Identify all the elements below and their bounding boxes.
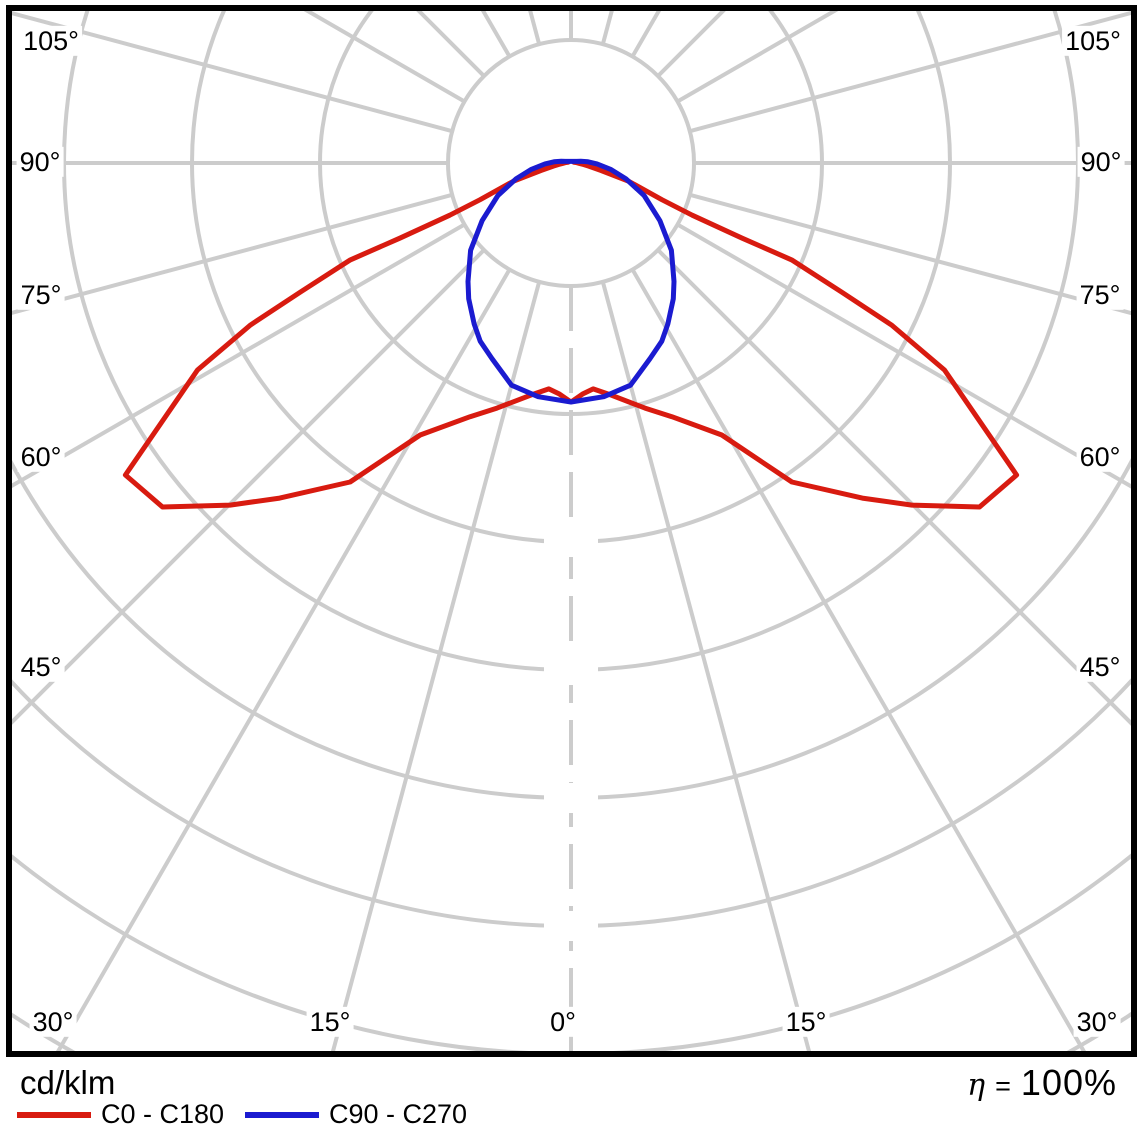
legend-swatch-red-line: [17, 1111, 91, 1118]
legend-swatch-blue-line: [245, 1111, 319, 1118]
angle-label: 60°: [1076, 441, 1124, 473]
legend-item-c90-c270: C90 - C270: [245, 1099, 467, 1130]
angle-label: 60°: [17, 441, 65, 473]
unit-label: cd/klm: [20, 1064, 116, 1101]
efficiency-label: η = 100%: [967, 1062, 1117, 1104]
angle-label: 0°: [547, 1006, 579, 1038]
angle-label: 30°: [1073, 1006, 1121, 1038]
angle-label: 45°: [17, 651, 65, 683]
eta-value: 100%: [1020, 1062, 1117, 1103]
angle-label: 105°: [20, 25, 82, 57]
legend-item-c0-c180: C0 - C180: [17, 1099, 224, 1130]
angle-label: 75°: [1076, 279, 1124, 311]
angle-label: 75°: [17, 279, 65, 311]
angle-label: 30°: [29, 1006, 77, 1038]
legend-label: C90 - C270: [329, 1099, 468, 1129]
eta-symbol: η: [967, 1068, 986, 1103]
angle-label: 15°: [782, 1006, 830, 1038]
angle-label: 90°: [1077, 146, 1125, 178]
eta-equals: =: [995, 1071, 1011, 1101]
angle-label: 105°: [1062, 25, 1124, 57]
legend-label: C0 - C180: [101, 1099, 225, 1129]
angle-label: 45°: [1076, 651, 1124, 683]
angle-label: 15°: [306, 1006, 354, 1038]
angle-label: 90°: [16, 146, 64, 178]
